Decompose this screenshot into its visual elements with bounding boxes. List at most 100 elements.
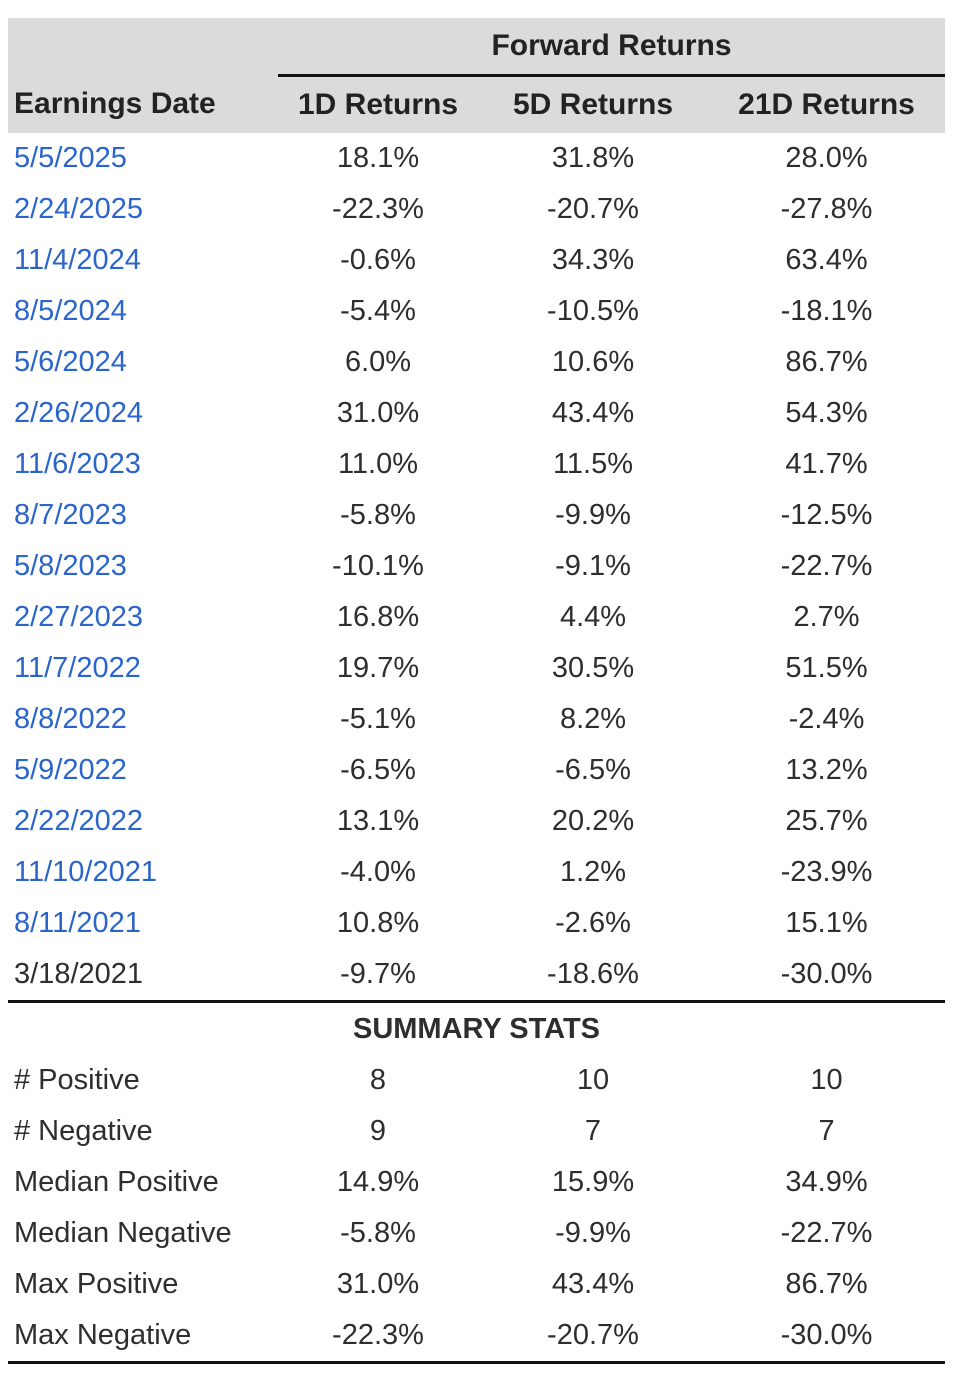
summary-5d-cell: -20.7% xyxy=(478,1310,708,1364)
earnings-date-cell: 2/27/2023 xyxy=(8,592,278,643)
summary-row: Median Negative -5.8% -9.9% -22.7% xyxy=(8,1208,945,1259)
return-21d-cell: 41.7% xyxy=(785,448,868,480)
summary-5d-cell: -9.9% xyxy=(555,1217,631,1249)
col-header-earnings-date: Earnings Date xyxy=(8,75,278,133)
earnings-row: 8/8/2022 -5.1% 8.2% -2.4% xyxy=(8,694,945,745)
summary-21d-cell: 34.9% xyxy=(785,1166,868,1198)
earnings-date-link[interactable]: 2/27/2023 xyxy=(14,601,144,633)
forward-returns-group-header: Forward Returns xyxy=(278,18,946,77)
summary-1d-cell: 31.0% xyxy=(336,1268,420,1300)
earnings-date-link[interactable]: 5/9/2022 xyxy=(14,754,127,786)
return-21d-cell: -22.7% xyxy=(780,550,873,582)
return-1d-cell: -10.1% xyxy=(332,550,424,582)
earnings-date-link[interactable]: 5/5/2025 xyxy=(14,142,127,174)
earnings-date-cell: 5/8/2023 xyxy=(8,541,278,592)
return-5d-cell: 11.5% xyxy=(552,448,634,480)
summary-21d-cell: 86.7% xyxy=(785,1268,868,1300)
earnings-date-link[interactable]: 11/4/2024 xyxy=(14,244,141,276)
earnings-row: 3/18/2021 -9.7% -18.6% -30.0% xyxy=(8,949,945,1002)
earnings-date-link[interactable]: 8/8/2022 xyxy=(14,703,127,735)
summary-21d-cell: -30.0% xyxy=(708,1310,946,1364)
earnings-row: 2/27/2023 16.8% 4.4% 2.7% xyxy=(8,592,945,643)
group-title-row: Forward Returns xyxy=(8,18,946,77)
return-5d-cell: 34.3% xyxy=(551,244,635,276)
return-5d-cell: 1.2% xyxy=(559,856,627,888)
return-5d-cell: -20.7% xyxy=(547,193,639,225)
return-5d-cell: 43.4% xyxy=(551,397,635,429)
earnings-date-cell: 8/8/2022 xyxy=(8,694,278,745)
earnings-date-link[interactable]: 8/11/2021 xyxy=(14,907,141,939)
earnings-date-link[interactable]: 5/8/2023 xyxy=(14,550,127,582)
return-5d-cell: -6.5% xyxy=(555,754,631,786)
summary-row: Median Positive 14.9% 15.9% 34.9% xyxy=(8,1157,945,1208)
return-21d-cell: -18.1% xyxy=(780,295,873,327)
earnings-date-cell: 8/7/2023 xyxy=(8,490,278,541)
earnings-row: 8/7/2023 -5.8% -9.9% -12.5% xyxy=(8,490,945,541)
earnings-date-cell: 2/22/2022 xyxy=(8,796,278,847)
return-1d-cell: -9.7% xyxy=(340,958,416,990)
summary-5d-cell: 7 xyxy=(584,1115,602,1147)
summary-row: # Negative 9 7 7 xyxy=(8,1106,945,1157)
earnings-date-cell: 5/9/2022 xyxy=(8,745,278,796)
returns-table-container: Forward Returns Earnings Date 1D Returns… xyxy=(8,18,946,1364)
earnings-date-text: 3/18/2021 xyxy=(14,958,144,990)
return-1d-cell: -4.0% xyxy=(340,856,416,888)
return-21d-cell: 28.0% xyxy=(785,142,868,174)
earnings-date-cell: 11/7/2022 xyxy=(8,643,278,694)
earnings-date-link[interactable]: 5/6/2024 xyxy=(14,346,127,378)
earnings-date-link[interactable]: 2/24/2025 xyxy=(14,193,144,225)
summary-heading-row: SUMMARY STATS xyxy=(8,1000,946,1055)
earnings-date-link[interactable]: 8/7/2023 xyxy=(14,499,127,531)
return-5d-cell: 31.8% xyxy=(551,142,635,174)
earnings-row: 11/6/2023 11.0% 11.5% 41.7% xyxy=(8,439,945,490)
earnings-date-cell: 2/26/2024 xyxy=(8,388,278,439)
col-header-21d-returns: 21D Returns xyxy=(708,75,946,133)
forward-returns-table: Forward Returns Earnings Date 1D Returns… xyxy=(8,18,946,1364)
summary-1d-cell: 9 xyxy=(369,1115,387,1147)
return-21d-cell: -12.5% xyxy=(780,499,873,531)
earnings-row: 8/11/2021 10.8% -2.6% 15.1% xyxy=(8,898,945,949)
earnings-date-cell: 5/5/2025 xyxy=(8,133,278,184)
earnings-row: 5/6/2024 6.0% 10.6% 86.7% xyxy=(8,337,945,388)
summary-section: SUMMARY STATS # Positive 8 10 10 # Negat… xyxy=(8,1000,946,1364)
summary-row: # Positive 8 10 10 xyxy=(8,1055,945,1106)
earnings-row: 2/22/2022 13.1% 20.2% 25.7% xyxy=(8,796,945,847)
return-1d-cell: 13.1% xyxy=(336,805,420,837)
return-1d-cell: 19.7% xyxy=(336,652,420,684)
summary-1d-cell: -5.8% xyxy=(340,1217,416,1249)
summary-21d-cell: 7 xyxy=(818,1115,835,1147)
earnings-date-link[interactable]: 11/10/2021 xyxy=(14,856,157,888)
return-1d-cell: 18.1% xyxy=(336,142,420,174)
return-1d-cell: 11.0% xyxy=(337,448,419,480)
earnings-date-cell: 2/24/2025 xyxy=(8,184,278,235)
return-1d-cell: -5.8% xyxy=(340,499,416,531)
earnings-row: 5/5/2025 18.1% 31.8% 28.0% xyxy=(8,133,945,184)
earnings-date-link[interactable]: 11/6/2023 xyxy=(14,448,141,480)
return-5d-cell: -9.1% xyxy=(555,550,631,582)
summary-label-cell: Median Positive xyxy=(14,1166,219,1198)
earnings-date-cell: 11/10/2021 xyxy=(8,847,278,898)
earnings-date-link[interactable]: 2/26/2024 xyxy=(14,397,144,429)
return-21d-cell: 2.7% xyxy=(793,601,860,633)
return-21d-cell: -30.0% xyxy=(780,958,873,990)
return-21d-cell: 25.7% xyxy=(785,805,868,837)
return-5d-cell: 4.4% xyxy=(559,601,627,633)
earnings-date-cell: 8/5/2024 xyxy=(8,286,278,337)
summary-21d-cell: -22.7% xyxy=(780,1217,873,1249)
earnings-row: 5/8/2023 -10.1% -9.1% -22.7% xyxy=(8,541,945,592)
earnings-date-link[interactable]: 8/5/2024 xyxy=(14,295,127,327)
return-1d-cell: 6.0% xyxy=(344,346,412,378)
earnings-row: 11/4/2024 -0.6% 34.3% 63.4% xyxy=(8,235,945,286)
return-21d-cell: 63.4% xyxy=(785,244,868,276)
return-21d-cell: 86.7% xyxy=(785,346,868,378)
summary-row: Max Negative -22.3% -20.7% -30.0% xyxy=(8,1310,946,1364)
summary-label-cell: Median Negative xyxy=(14,1217,232,1249)
return-5d-cell: -18.6% xyxy=(547,958,639,990)
col-header-1d-returns: 1D Returns xyxy=(278,75,478,133)
earnings-date-cell: 5/6/2024 xyxy=(8,337,278,388)
return-1d-cell: -6.5% xyxy=(340,754,416,786)
earnings-date-link[interactable]: 11/7/2022 xyxy=(14,652,141,684)
earnings-date-link[interactable]: 2/22/2022 xyxy=(14,805,144,837)
summary-label-cell: Max Negative xyxy=(8,1310,278,1364)
earnings-date-cell: 11/6/2023 xyxy=(8,439,278,490)
